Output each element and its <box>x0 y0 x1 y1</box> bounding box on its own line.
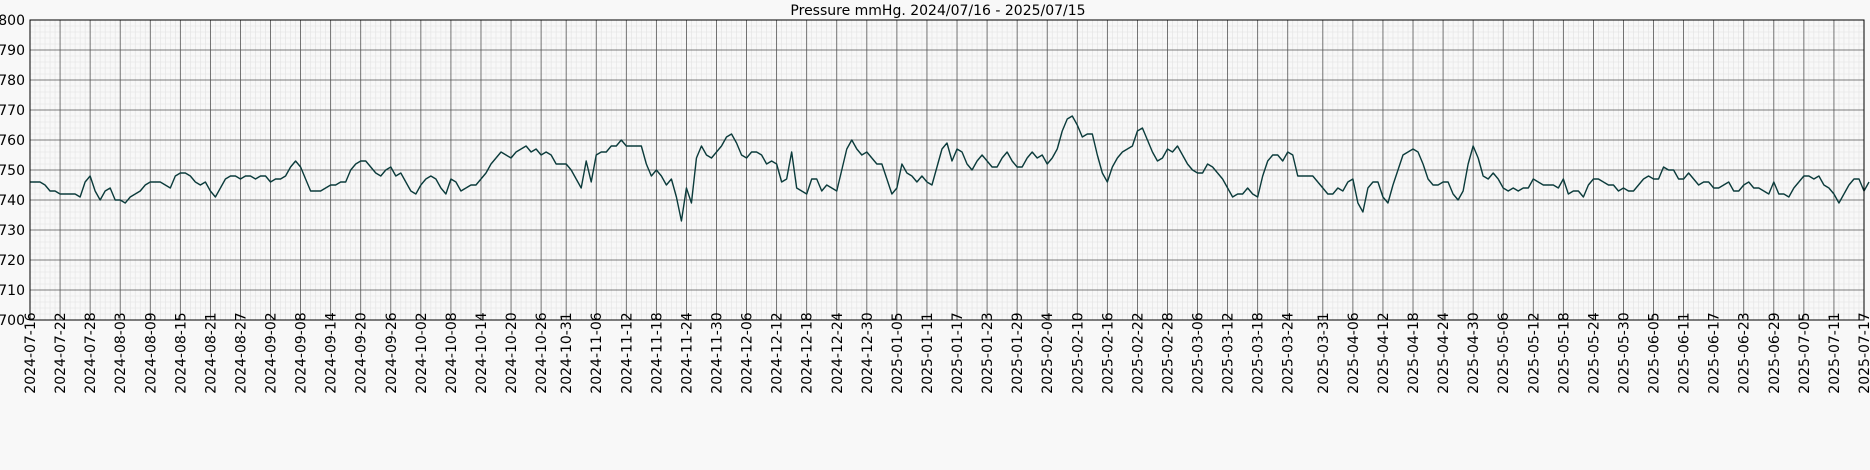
x-tick-label: 2024-09-02 <box>264 312 280 393</box>
x-tick-label: 2024-10-20 <box>504 312 520 393</box>
x-tick-label: 2025-02-10 <box>1070 312 1086 393</box>
x-tick-label: 2024-12-30 <box>860 312 876 393</box>
y-tick-label: 760 <box>0 133 25 149</box>
y-axis-tick-labels: 700 710 720 730 740 750 760 770 780 790 800 <box>0 13 25 329</box>
x-tick-label: 2024-09-26 <box>384 312 400 393</box>
x-tick-label: 2025-07-05 <box>1797 312 1813 393</box>
x-tick-label: 2025-04-24 <box>1436 312 1452 393</box>
x-tick-label: 2024-07-22 <box>53 312 69 393</box>
x-axis-tick-labels: 2024-07-16 2024-07-22 2024-07-28 2024-08-03… <box>23 312 1870 393</box>
x-tick-label: 2025-02-16 <box>1100 312 1116 393</box>
x-tick-label: 2024-11-18 <box>649 312 665 393</box>
x-tick-label: 2024-09-14 <box>324 312 340 393</box>
x-tick-label: 2025-06-11 <box>1677 312 1693 393</box>
x-tick-label: 2025-01-17 <box>950 312 966 393</box>
x-tick-label: 2025-02-22 <box>1130 312 1146 393</box>
y-tick-label: 720 <box>0 253 25 269</box>
x-tick-label: 2025-07-17 <box>1857 312 1870 393</box>
plot-frame <box>29 19 1865 321</box>
x-tick-label: 2025-05-18 <box>1556 312 1572 393</box>
x-tick-label: 2025-03-18 <box>1251 312 1267 393</box>
x-tick-label: 2025-06-29 <box>1767 312 1783 393</box>
pressure-series-line <box>30 115 1870 222</box>
x-tick-label: 2025-03-24 <box>1281 312 1297 393</box>
y-tick-label: 750 <box>0 163 25 179</box>
x-tick-label: 2025-03-06 <box>1191 312 1207 393</box>
y-tick-label: 780 <box>0 73 25 89</box>
y-tick-label: 700 <box>0 313 25 329</box>
y-tick-label: 730 <box>0 223 25 239</box>
x-tick-label: 2024-08-15 <box>173 312 189 393</box>
x-tick-label: 2024-08-03 <box>113 312 129 393</box>
x-tick-label: 2024-08-09 <box>143 312 159 393</box>
x-tick-label: 2024-07-16 <box>23 312 39 393</box>
x-tick-label: 2025-05-06 <box>1496 312 1512 393</box>
x-tick-label: 2024-11-30 <box>709 312 725 393</box>
x-tick-label: 2025-01-23 <box>980 312 996 393</box>
x-tick-label: 2024-12-06 <box>740 312 756 393</box>
y-tick-label: 740 <box>0 193 25 209</box>
x-tick-label: 2025-07-11 <box>1827 312 1843 393</box>
x-tick-label: 2025-01-11 <box>920 312 936 393</box>
x-tick-label: 2024-11-24 <box>679 312 695 393</box>
x-tick-label: 2025-04-18 <box>1406 312 1422 393</box>
x-tick-label: 2025-04-06 <box>1346 312 1362 393</box>
x-tick-label: 2024-08-27 <box>233 312 249 393</box>
x-tick-label: 2024-09-08 <box>294 312 310 393</box>
y-tick-label: 800 <box>0 13 25 29</box>
y-tick-label: 710 <box>0 283 25 299</box>
x-tick-label: 2025-03-31 <box>1316 312 1332 393</box>
x-tick-label: 2024-10-08 <box>444 312 460 393</box>
x-tick-label: 2024-07-28 <box>83 312 99 393</box>
x-tick-label: 2025-06-17 <box>1707 312 1723 393</box>
x-tick-label: 2024-12-12 <box>770 312 786 393</box>
x-tick-label: 2024-11-06 <box>589 312 605 393</box>
y-tick-label: 790 <box>0 43 25 59</box>
x-tick-label: 2024-10-26 <box>534 312 550 393</box>
x-tick-label: 2024-12-24 <box>830 312 846 393</box>
x-tick-label: 2024-11-12 <box>619 312 635 393</box>
y-tick-label: 770 <box>0 103 25 119</box>
x-tick-label: 2025-04-12 <box>1376 312 1392 393</box>
x-tick-label: 2025-04-30 <box>1466 312 1482 393</box>
x-tick-label: 2025-06-05 <box>1647 312 1663 393</box>
x-tick-label: 2025-06-23 <box>1737 312 1753 393</box>
x-tick-label: 2024-12-18 <box>800 312 816 393</box>
chart-title: Pressure mmHg. 2024/07/16 - 2025/07/15 <box>790 3 1085 19</box>
x-tick-label: 2024-10-02 <box>414 312 430 393</box>
x-tick-label: 2024-08-21 <box>203 312 219 393</box>
x-tick-label: 2025-05-12 <box>1526 312 1542 393</box>
x-tick-label: 2025-02-28 <box>1160 312 1176 393</box>
x-tick-label: 2024-10-14 <box>474 312 490 393</box>
x-tick-label: 2025-05-30 <box>1616 312 1632 393</box>
x-tick-label: 2025-01-29 <box>1010 312 1026 393</box>
x-tick-label: 2024-10-31 <box>559 312 575 393</box>
x-tick-label: 2025-01-05 <box>890 312 906 393</box>
x-tick-label: 2025-02-04 <box>1040 312 1056 393</box>
x-tick-label: 2025-03-12 <box>1221 312 1237 393</box>
x-tick-label: 2025-05-24 <box>1586 312 1602 393</box>
x-tick-label: 2024-09-20 <box>354 312 370 393</box>
